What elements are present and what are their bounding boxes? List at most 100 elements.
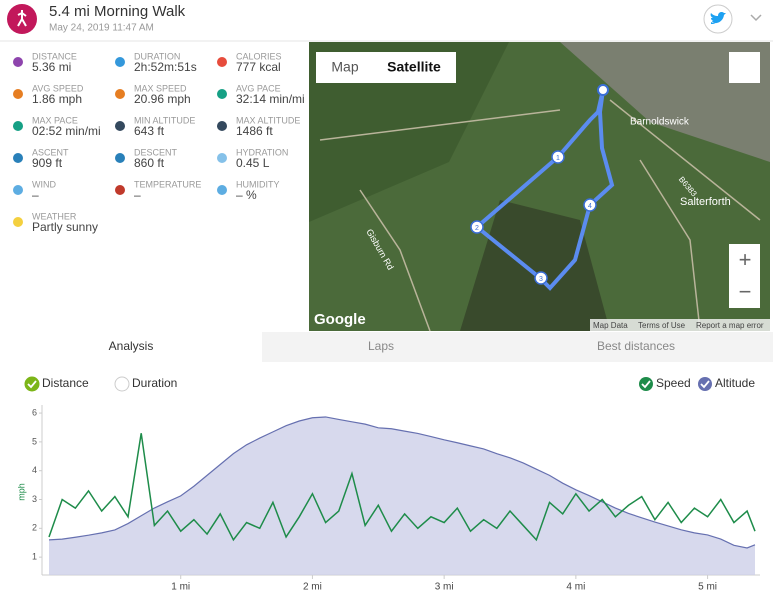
legend-toggle[interactable]	[639, 377, 653, 391]
satellite-button[interactable]: Satellite	[387, 59, 441, 75]
route-marker	[551, 150, 565, 164]
stat-value: 20.96 mph	[134, 92, 191, 106]
stat-icon	[217, 89, 227, 99]
y-axis-label: mph	[16, 483, 26, 501]
chart: Distance Duration Speed Altitude 1 2 3 4 5 6 1 mi 2…	[24, 376, 760, 593]
tab[interactable]: Analysis	[109, 339, 154, 353]
altitude-area	[49, 416, 755, 575]
expand-chevron[interactable]	[750, 14, 762, 22]
x-mode-label[interactable]: Distance	[42, 376, 89, 390]
legend-label[interactable]: Altitude	[715, 376, 755, 390]
route-marker-label: 2	[475, 225, 479, 232]
stat-label: MAX SPEED	[134, 83, 187, 93]
report-link[interactable]: Report a map error	[696, 321, 764, 330]
map-town	[560, 42, 770, 162]
stat-label: DESCENT	[134, 147, 178, 157]
stat-icon	[217, 185, 227, 195]
walk-glyph	[17, 10, 27, 27]
stat-label: DISTANCE	[32, 51, 77, 61]
y-tick-label: 1	[32, 552, 37, 562]
stat-icon	[115, 185, 125, 195]
stat-value: –	[134, 188, 141, 202]
stat-label: WEATHER	[32, 211, 77, 221]
zoom-out[interactable]: −	[739, 279, 752, 304]
zoom-control	[729, 244, 760, 308]
stat-icon	[217, 153, 227, 163]
tab-bg	[262, 332, 773, 362]
map-roads	[319, 99, 761, 332]
tab[interactable]: Laps	[368, 339, 394, 353]
x-mode-toggle[interactable]	[114, 376, 130, 392]
stat-label: WIND	[32, 179, 56, 189]
stat-value: 643 ft	[134, 124, 165, 138]
altitude-line	[48, 416, 756, 549]
stat-value: 5.36 mi	[32, 60, 71, 74]
route-marker-label: 3	[539, 276, 543, 283]
x-tick-label: 1 mi	[171, 582, 190, 593]
stat-icon	[13, 217, 23, 227]
map-moor	[460, 200, 610, 331]
tab[interactable]: Best distances	[597, 339, 675, 353]
legend-label[interactable]: Speed	[656, 376, 691, 390]
stat-value: Partly sunny	[32, 220, 98, 234]
stat-value: 02:52 min/mi	[32, 124, 101, 138]
stat-label: AVG SPEED	[32, 83, 84, 93]
stat-value: 2h:52m:51s	[134, 60, 197, 74]
stat-label: MAX ALTITUDE	[236, 115, 300, 125]
stat-label: TEMPERATURE	[134, 179, 201, 189]
google-logo: Google	[314, 311, 366, 328]
header-bar	[0, 0, 773, 40]
stat-label: MIN ALTITUDE	[134, 115, 195, 125]
stat-icon	[115, 89, 125, 99]
stat-value: –	[32, 188, 39, 202]
map: 1 2 3 4 Map Satellite Barnoldswick Salterfo…	[309, 42, 770, 332]
map-button[interactable]: Map	[331, 59, 358, 75]
place: Salterforth	[680, 196, 731, 208]
stat-value: 1.86 mph	[32, 92, 82, 106]
x-tick-label: 2 mi	[303, 582, 322, 593]
stat-value: 909 ft	[32, 156, 63, 170]
stat-icon	[13, 121, 23, 131]
fullscreen-button[interactable]	[729, 52, 760, 83]
tab-active[interactable]	[0, 332, 262, 362]
twitter-glyph	[710, 12, 726, 24]
x-tick-label: 4 mi	[566, 582, 585, 593]
x-mode-toggle[interactable]	[24, 376, 40, 392]
y-tick-label: 6	[32, 407, 37, 417]
stat-label: DURATION	[134, 51, 180, 61]
stat-value: 32:14 min/mi	[236, 92, 305, 106]
stat-icon	[115, 57, 125, 67]
stat-icon	[13, 185, 23, 195]
route-marker-label: 1	[556, 155, 560, 162]
stat-icon	[217, 57, 227, 67]
check	[27, 380, 37, 389]
stat-label: HYDRATION	[236, 147, 288, 157]
stat-icon	[115, 153, 125, 163]
route-marker	[470, 220, 484, 234]
stat-label: CALORIES	[236, 51, 282, 61]
stat-value: 0.45 L	[236, 156, 270, 170]
stat-label: AVG PACE	[236, 83, 281, 93]
x-mode-label[interactable]: Duration	[132, 376, 177, 390]
check	[641, 380, 651, 389]
zoom-in[interactable]: +	[739, 247, 752, 272]
x-tick-label: 3 mi	[435, 582, 454, 593]
stat-label: HUMIDITY	[236, 179, 280, 189]
stat-value: 1486 ft	[236, 124, 273, 138]
stat-value: 860 ft	[134, 156, 165, 170]
route-marker-label: 4	[588, 203, 592, 210]
map-data-link[interactable]: Map Data	[593, 321, 628, 330]
route-marker	[534, 271, 548, 285]
stat-icon	[217, 121, 227, 131]
map-type-control	[316, 52, 456, 83]
map-field	[309, 42, 509, 222]
y-tick-label: 2	[32, 523, 37, 533]
legend-toggle[interactable]	[698, 377, 712, 391]
terms-link[interactable]: Terms of Use	[638, 321, 686, 330]
stat-label: MAX PACE	[32, 115, 78, 125]
y-tick-label: 3	[32, 494, 37, 504]
place: Barnoldswick	[630, 117, 690, 128]
stat-icon	[115, 121, 125, 131]
